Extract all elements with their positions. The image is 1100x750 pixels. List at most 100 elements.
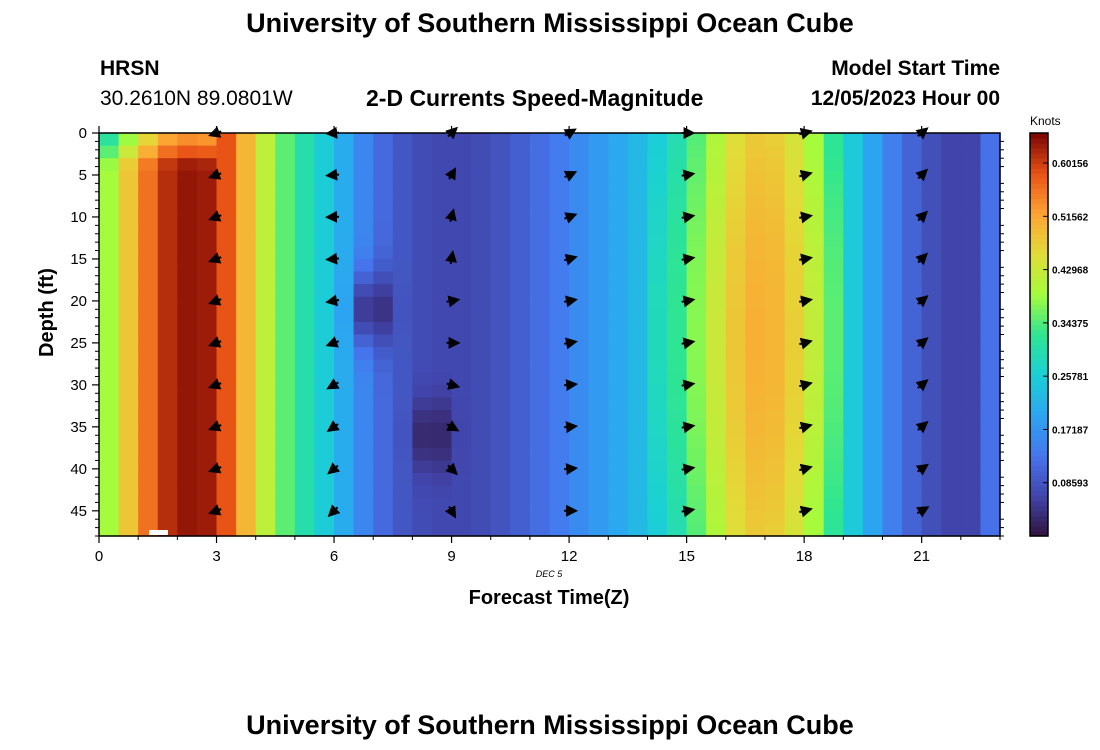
heatmap-cell — [236, 271, 257, 285]
heatmap-cell — [902, 321, 923, 336]
heatmap-cell — [412, 284, 433, 298]
colorbar-swatch — [1030, 208, 1048, 215]
heatmap-cell — [431, 334, 453, 348]
heatmap-cell — [529, 359, 551, 373]
heatmap-cell — [882, 334, 903, 348]
heatmap-cell — [412, 309, 433, 323]
heatmap-cell — [314, 410, 335, 424]
heatmap-cell — [960, 195, 982, 210]
heatmap-cell — [275, 334, 296, 348]
heatmap-cell — [647, 523, 668, 537]
heatmap-cell — [588, 284, 609, 298]
heatmap-cell — [647, 158, 668, 172]
heatmap-cell — [275, 510, 296, 524]
heatmap-cell — [941, 498, 962, 512]
heatmap-cell — [569, 321, 590, 336]
heatmap-cell — [667, 309, 688, 323]
heatmap-cell — [373, 485, 394, 499]
heatmap-cell — [196, 347, 218, 361]
heatmap-cell — [647, 422, 668, 436]
heatmap-cell — [138, 271, 159, 285]
heatmap-cell — [490, 498, 511, 512]
heatmap-cell — [236, 384, 257, 399]
heatmap-cell — [451, 221, 472, 235]
heatmap-cell — [236, 447, 257, 462]
heatmap-cell — [196, 359, 218, 373]
heatmap-cell — [451, 334, 472, 348]
heatmap-cell — [353, 309, 374, 323]
heatmap-cell — [353, 321, 374, 336]
current-vector-arrow — [916, 506, 930, 518]
heatmap-cell — [529, 133, 551, 147]
heatmap-cell — [647, 397, 668, 411]
heatmap-cell — [294, 170, 316, 184]
heatmap-cell — [823, 208, 844, 222]
heatmap-cell — [157, 221, 178, 235]
heatmap-cell — [804, 208, 825, 222]
heatmap-cell — [647, 485, 668, 499]
heatmap-cell — [980, 233, 1001, 247]
heatmap-cell — [882, 208, 903, 222]
colorbar-swatch — [1030, 258, 1048, 265]
heatmap-cell — [451, 183, 472, 197]
heatmap-cell — [627, 334, 649, 348]
heatmap-cell — [471, 246, 492, 260]
heatmap-cell — [882, 221, 903, 235]
heatmap-cell — [314, 195, 335, 210]
heatmap-cell — [451, 359, 472, 373]
heatmap-cell — [236, 145, 257, 159]
heatmap-cell — [588, 334, 609, 348]
heatmap-cell — [941, 309, 962, 323]
colorbar-label: Knots — [1030, 114, 1061, 128]
heatmap-cell — [236, 309, 257, 323]
colorbar-swatch — [1030, 410, 1048, 416]
heatmap-cell — [353, 460, 374, 474]
heatmap-cell — [569, 133, 590, 147]
heatmap-cell — [862, 447, 884, 462]
heatmap-cell — [196, 133, 218, 147]
colorbar-swatch — [1030, 198, 1048, 205]
heatmap-cell — [334, 473, 355, 487]
heatmap-cell — [490, 296, 511, 310]
heatmap-cell — [686, 133, 707, 147]
heatmap-cell — [549, 170, 570, 184]
heatmap-cell — [471, 523, 492, 537]
heatmap-cell — [118, 170, 139, 184]
heatmap-cell — [843, 422, 864, 436]
heatmap-cell — [686, 221, 707, 235]
heatmap-cell — [373, 145, 394, 159]
heatmap-cell — [157, 498, 178, 512]
heatmap-cell — [706, 447, 727, 462]
heatmap-cell — [490, 284, 511, 298]
heatmap-cell — [392, 397, 413, 411]
heatmap-cell — [177, 170, 198, 184]
heatmap-cell — [960, 170, 982, 184]
heatmap-cell — [294, 145, 316, 159]
heatmap-cell — [627, 523, 649, 537]
heatmap-cell — [275, 397, 296, 411]
heatmap-cell — [804, 523, 825, 537]
heatmap-cell — [334, 397, 355, 411]
heatmap-cell — [471, 221, 492, 235]
heatmap-cell — [764, 447, 786, 462]
heatmap-cell — [608, 384, 629, 399]
heatmap-cell — [99, 460, 120, 474]
colorbar-swatch — [1030, 294, 1048, 300]
heatmap-cell — [294, 309, 316, 323]
heatmap-cell — [941, 460, 962, 474]
heatmap-cell — [549, 359, 570, 373]
heatmap-cell — [510, 397, 531, 411]
heatmap-cell — [157, 460, 178, 474]
heatmap-cell — [569, 296, 590, 310]
heatmap-cell — [471, 384, 492, 399]
current-vector-arrow — [915, 421, 929, 434]
heatmap-cell — [960, 460, 982, 474]
heatmap-cell — [588, 359, 609, 373]
heatmap-cell — [490, 221, 511, 235]
heatmap-cell — [510, 145, 531, 159]
heatmap-cell — [686, 321, 707, 336]
heatmap-cell — [725, 359, 746, 373]
heatmap-cell — [490, 397, 511, 411]
heatmap-cell — [647, 284, 668, 298]
heatmap-cell — [196, 309, 218, 323]
